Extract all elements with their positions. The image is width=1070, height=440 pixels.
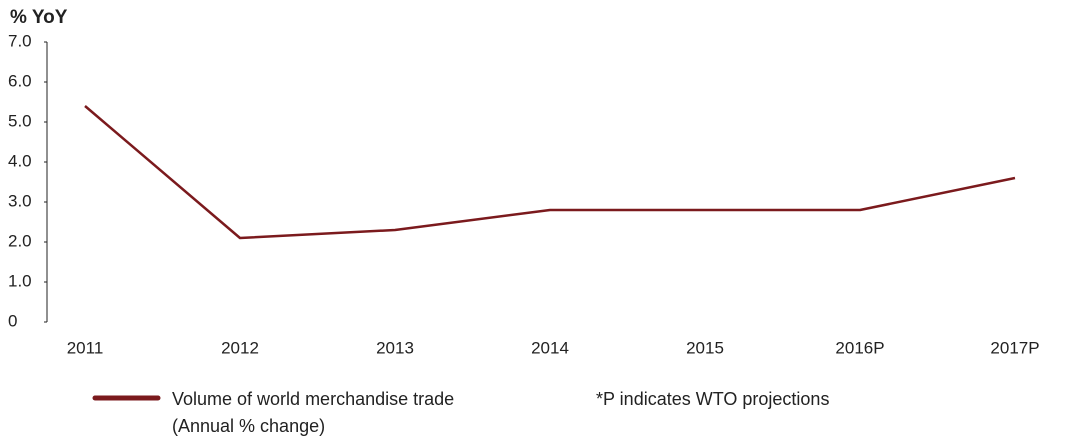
y-tick-label: 5.0	[8, 111, 32, 130]
annotation: *P indicates WTO projections	[596, 389, 830, 409]
y-tick-label: 3.0	[8, 191, 32, 210]
legend-swatch	[92, 395, 161, 401]
x-tick-label: 2015	[686, 338, 724, 357]
y-tick-label: 0	[8, 311, 17, 330]
chart: % YoY 0 1.0 2.0 3.0 4.0 5.0 6.0 7.0 2011 2012 2013…	[8, 7, 1040, 357]
x-tick-label: 2012	[221, 338, 259, 357]
x-tick-label: 2017P	[990, 338, 1039, 357]
y-tick-label: 6.0	[8, 71, 32, 90]
x-tick-label: 2013	[376, 338, 414, 357]
y-tick-label: 1.0	[8, 271, 32, 290]
y-tick-label: 2.0	[8, 231, 32, 250]
y-tick-label: 4.0	[8, 151, 32, 170]
x-tick-label: 2011	[67, 338, 104, 357]
y-tick-label: 7.0	[8, 31, 32, 50]
x-tick-label: 2016P	[835, 338, 884, 357]
x-tick-label: 2014	[531, 338, 569, 357]
data-line	[84, 105, 1016, 240]
y-axis-title: % YoY	[10, 7, 68, 28]
legend-label: Volume of world merchandise trade (Annua…	[172, 389, 455, 436]
